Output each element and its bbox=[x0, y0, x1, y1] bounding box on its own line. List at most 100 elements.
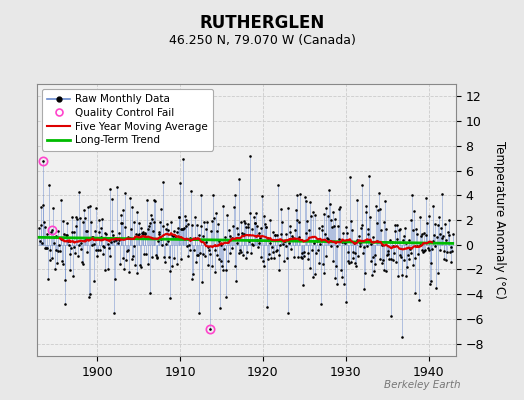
Point bbox=[377, 226, 385, 233]
Point bbox=[434, 270, 442, 276]
Point bbox=[232, 278, 240, 284]
Point bbox=[245, 237, 253, 244]
Point bbox=[89, 234, 97, 240]
Point bbox=[235, 250, 243, 256]
Point bbox=[218, 263, 226, 269]
Point bbox=[349, 254, 357, 261]
Point bbox=[449, 230, 457, 237]
Point bbox=[271, 232, 279, 238]
Point bbox=[370, 252, 379, 258]
Point bbox=[331, 274, 340, 281]
Point bbox=[54, 248, 63, 254]
Point bbox=[117, 220, 126, 226]
Point bbox=[410, 208, 418, 214]
Point bbox=[80, 207, 88, 214]
Point bbox=[149, 219, 158, 225]
Point bbox=[341, 240, 349, 246]
Point bbox=[144, 261, 152, 268]
Point bbox=[49, 205, 57, 211]
Point bbox=[288, 232, 296, 239]
Point bbox=[320, 211, 329, 217]
Point bbox=[307, 212, 315, 219]
Point bbox=[358, 182, 366, 188]
Point bbox=[381, 198, 389, 204]
Point bbox=[258, 193, 266, 200]
Point bbox=[367, 258, 375, 264]
Point bbox=[252, 210, 260, 216]
Point bbox=[401, 225, 409, 231]
Point bbox=[399, 237, 407, 244]
Point bbox=[62, 232, 70, 238]
Point bbox=[75, 215, 84, 222]
Point bbox=[197, 223, 205, 230]
Point bbox=[244, 224, 253, 230]
Point bbox=[359, 244, 368, 250]
Point bbox=[201, 239, 210, 245]
Point bbox=[359, 250, 367, 256]
Point bbox=[178, 226, 186, 232]
Point bbox=[300, 253, 309, 260]
Point bbox=[353, 237, 362, 243]
Point bbox=[203, 218, 211, 225]
Point bbox=[112, 236, 120, 243]
Point bbox=[68, 213, 76, 220]
Point bbox=[292, 207, 300, 213]
Point bbox=[238, 252, 247, 258]
Point bbox=[324, 236, 333, 242]
Point bbox=[47, 254, 56, 261]
Point bbox=[208, 217, 216, 224]
Point bbox=[105, 245, 113, 251]
Point bbox=[342, 224, 351, 230]
Point bbox=[107, 227, 116, 234]
Point bbox=[275, 267, 283, 273]
Point bbox=[357, 222, 366, 228]
Point bbox=[141, 230, 150, 236]
Point bbox=[122, 257, 130, 263]
Point bbox=[211, 247, 220, 253]
Point bbox=[348, 227, 356, 234]
Point bbox=[59, 218, 67, 225]
Point bbox=[102, 230, 111, 237]
Point bbox=[130, 219, 139, 225]
Point bbox=[175, 214, 183, 221]
Point bbox=[295, 234, 303, 240]
Point bbox=[388, 239, 396, 246]
Point bbox=[77, 240, 85, 246]
Point bbox=[99, 243, 107, 249]
Point bbox=[87, 218, 95, 225]
Point bbox=[357, 225, 365, 231]
Point bbox=[220, 246, 228, 252]
Point bbox=[42, 245, 50, 252]
Point bbox=[323, 235, 331, 242]
Point bbox=[194, 252, 202, 258]
Point bbox=[316, 301, 325, 307]
Point bbox=[296, 191, 304, 198]
Point bbox=[442, 237, 451, 243]
Point bbox=[115, 237, 124, 243]
Point bbox=[169, 233, 177, 239]
Point bbox=[36, 238, 44, 245]
Point bbox=[339, 230, 347, 236]
Point bbox=[443, 248, 451, 255]
Point bbox=[412, 242, 421, 249]
Point bbox=[323, 213, 332, 219]
Point bbox=[250, 220, 259, 226]
Point bbox=[181, 216, 190, 223]
Point bbox=[230, 204, 238, 210]
Point bbox=[328, 224, 336, 230]
Point bbox=[424, 213, 433, 220]
Point bbox=[201, 253, 209, 260]
Point bbox=[190, 246, 198, 253]
Point bbox=[286, 223, 294, 229]
Point bbox=[353, 196, 361, 203]
Point bbox=[253, 236, 261, 243]
Point bbox=[94, 246, 102, 253]
Point bbox=[285, 240, 293, 246]
Point bbox=[312, 237, 321, 244]
Point bbox=[413, 230, 422, 237]
Point bbox=[124, 246, 133, 253]
Point bbox=[196, 192, 205, 198]
Point bbox=[79, 218, 88, 225]
Point bbox=[180, 224, 188, 231]
Point bbox=[64, 238, 72, 244]
